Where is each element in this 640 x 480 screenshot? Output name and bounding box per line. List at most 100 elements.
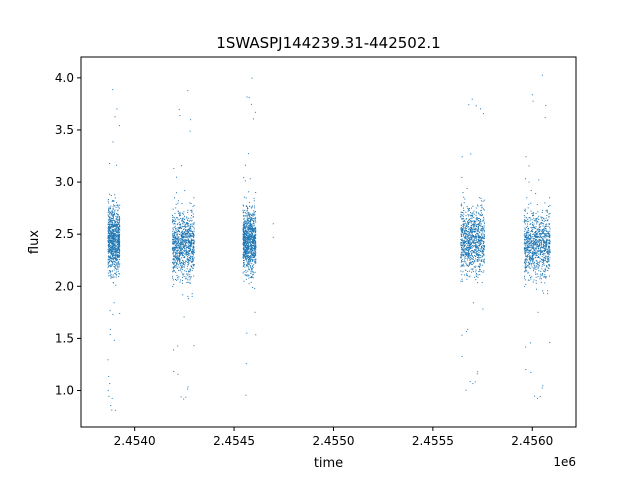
data-point: [548, 263, 550, 265]
data-point: [191, 238, 193, 240]
data-point: [115, 276, 117, 278]
data-point: [112, 237, 114, 239]
data-point: [524, 265, 526, 267]
data-point: [526, 270, 528, 272]
data-point: [176, 242, 178, 244]
data-point: [114, 220, 116, 222]
data-point: [532, 254, 534, 256]
data-point: [108, 247, 110, 248]
data-point: [245, 226, 247, 228]
data-point: [541, 74, 543, 76]
data-point: [460, 253, 462, 255]
data-point: [116, 202, 118, 204]
x-tick-label: 2.4555: [412, 434, 454, 448]
data-point: [244, 240, 246, 242]
data-point: [525, 283, 527, 285]
data-point: [468, 232, 470, 234]
data-point: [114, 272, 116, 274]
data-point: [176, 216, 178, 218]
data-point: [460, 227, 462, 229]
data-point: [171, 214, 173, 216]
data-point: [533, 249, 535, 251]
data-point: [176, 244, 178, 246]
data-point: [541, 222, 543, 224]
data-point: [467, 271, 469, 273]
data-point: [109, 247, 111, 249]
data-point: [243, 242, 245, 244]
data-point: [109, 257, 111, 258]
data-point: [253, 197, 255, 199]
data-point: [545, 223, 547, 225]
data-point: [107, 251, 109, 253]
data-point: [467, 246, 469, 248]
data-point: [115, 247, 117, 249]
data-point: [255, 237, 257, 239]
data-point: [549, 230, 551, 232]
data-point: [471, 227, 473, 229]
data-point: [176, 253, 178, 255]
data-point: [250, 276, 252, 278]
data-point: [527, 251, 529, 253]
data-point: [253, 214, 255, 216]
data-point: [530, 263, 532, 265]
data-point: [526, 230, 528, 232]
data-point: [527, 271, 529, 273]
data-point: [249, 241, 251, 243]
data-point: [251, 258, 253, 260]
x-tick-label: 2.4550: [312, 434, 354, 448]
data-point: [524, 262, 526, 264]
data-point: [254, 207, 256, 209]
data-point: [540, 245, 542, 247]
data-point: [112, 255, 114, 257]
data-point: [113, 258, 115, 260]
data-point: [543, 229, 545, 231]
data-point: [468, 241, 470, 243]
data-point: [462, 223, 464, 225]
data-point: [526, 238, 528, 240]
data-point: [245, 274, 247, 276]
y-axis-label: flux: [27, 230, 42, 254]
data-point: [243, 236, 245, 238]
data-point: [540, 251, 542, 253]
data-point: [176, 268, 178, 270]
data-point: [534, 227, 536, 229]
data-point: [182, 253, 184, 255]
data-point: [469, 381, 471, 383]
data-point: [534, 237, 536, 239]
data-point: [244, 249, 246, 251]
data-point: [183, 273, 185, 275]
data-point: [482, 220, 484, 222]
data-point: [469, 220, 471, 222]
data-point: [110, 212, 112, 214]
data-point: [118, 236, 120, 238]
data-point: [460, 204, 462, 206]
data-point: [183, 225, 185, 227]
data-point: [118, 256, 120, 258]
data-point: [467, 226, 469, 228]
data-point: [462, 249, 464, 251]
data-point: [532, 221, 534, 223]
data-point: [482, 214, 484, 216]
data-point: [545, 233, 547, 235]
data-point: [460, 253, 462, 255]
data-point: [527, 232, 529, 234]
data-point: [174, 242, 176, 244]
data-point: [247, 262, 249, 264]
data-point: [182, 263, 184, 265]
data-point: [248, 238, 250, 240]
data-point: [243, 271, 245, 273]
data-point: [115, 240, 117, 242]
data-point: [111, 200, 113, 202]
data-point: [182, 239, 184, 241]
data-point: [528, 263, 530, 265]
data-point: [471, 232, 473, 234]
data-point: [187, 238, 189, 240]
data-point: [481, 245, 483, 247]
data-point: [253, 222, 255, 224]
data-point: [246, 231, 248, 233]
data-point: [193, 246, 195, 248]
data-point: [113, 200, 115, 202]
data-point: [472, 270, 474, 272]
data-point: [523, 243, 525, 245]
data-point: [187, 225, 189, 227]
